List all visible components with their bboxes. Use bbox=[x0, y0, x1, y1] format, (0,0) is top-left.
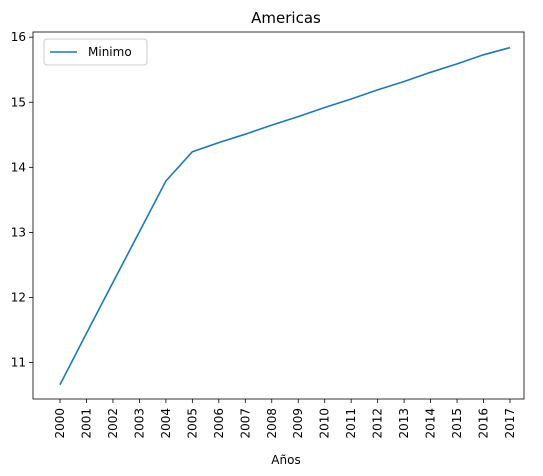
x-tick-label: 2001 bbox=[79, 408, 93, 439]
y-tick-label: 16 bbox=[11, 30, 26, 44]
x-tick-label: 2008 bbox=[265, 408, 279, 439]
x-tick-label: 2017 bbox=[503, 408, 517, 439]
x-tick-label: 2016 bbox=[477, 408, 491, 439]
plot-area: 2000 2001 2002 2003 2004 2005 2006 2007 2008 2009… bbox=[11, 30, 525, 439]
chart-title: Americas bbox=[251, 9, 321, 27]
x-tick-label: 2013 bbox=[397, 408, 411, 439]
x-tick-label: 2009 bbox=[291, 408, 305, 439]
y-tick-label: 13 bbox=[11, 225, 26, 239]
x-tick-label: 2005 bbox=[185, 408, 199, 439]
x-axis-title: Años bbox=[271, 453, 300, 467]
legend-label: Minimo bbox=[88, 45, 132, 59]
legend-box bbox=[43, 38, 148, 66]
x-tick-label: 2006 bbox=[212, 408, 226, 439]
plot-frame bbox=[32, 31, 525, 400]
y-tick-label: 11 bbox=[11, 356, 26, 370]
x-tick-label: 2007 bbox=[238, 408, 252, 439]
x-tick-label: 2000 bbox=[53, 408, 67, 439]
x-tick-label: 2015 bbox=[450, 408, 464, 439]
x-tick-label: 2004 bbox=[159, 408, 173, 439]
y-tick-label: 14 bbox=[11, 160, 26, 174]
y-tick-label: 12 bbox=[11, 290, 26, 304]
x-tick-label: 2003 bbox=[132, 408, 146, 439]
x-tick-label: 2011 bbox=[344, 408, 358, 439]
x-tick-label: 2012 bbox=[371, 408, 385, 439]
x-tick-label: 2010 bbox=[318, 408, 332, 439]
y-tick-label: 15 bbox=[11, 95, 26, 109]
x-tick-label: 2014 bbox=[424, 408, 438, 439]
series-line bbox=[59, 46, 511, 386]
x-tick-label: 2002 bbox=[106, 408, 120, 439]
